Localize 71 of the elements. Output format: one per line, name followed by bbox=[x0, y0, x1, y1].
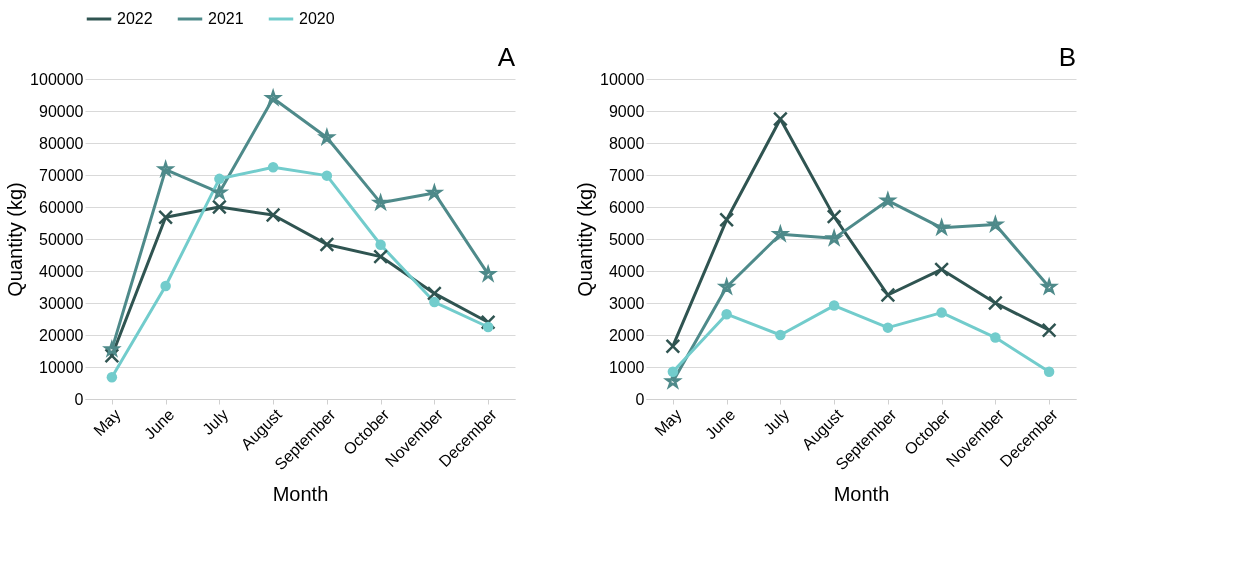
x-tick-label: July bbox=[760, 405, 793, 438]
y-tick-label: 40000 bbox=[39, 262, 84, 280]
chart-title: A bbox=[497, 42, 516, 72]
point bbox=[824, 228, 844, 247]
point bbox=[265, 207, 281, 223]
point bbox=[160, 280, 171, 292]
point bbox=[211, 199, 227, 215]
y-tick-label: 80000 bbox=[39, 134, 84, 152]
y-axis-title: Quantity (kg) bbox=[4, 182, 27, 297]
point bbox=[478, 264, 498, 283]
point bbox=[267, 162, 279, 173]
y-tick-label: 7000 bbox=[608, 166, 645, 184]
point bbox=[373, 249, 389, 265]
y-tick-label: 2000 bbox=[608, 326, 645, 344]
y-tick-label: 9000 bbox=[608, 102, 645, 120]
y-tick-label: 70000 bbox=[39, 166, 84, 184]
legend-label: 2022 bbox=[117, 10, 153, 27]
point bbox=[936, 307, 947, 318]
y-axis-title: Quantity (kg) bbox=[574, 182, 597, 297]
y-tick-label: 1000 bbox=[608, 358, 645, 376]
point bbox=[826, 209, 842, 225]
point bbox=[482, 321, 494, 333]
x-axis-title: Month bbox=[833, 483, 890, 506]
chart-title: B bbox=[1058, 42, 1076, 72]
y-tick-label: 100000 bbox=[30, 70, 84, 88]
y-tick-label: 50000 bbox=[39, 230, 84, 248]
y-tick-label: 90000 bbox=[39, 102, 84, 120]
point bbox=[772, 111, 788, 127]
point bbox=[106, 372, 118, 383]
legend-label: 2021 bbox=[208, 10, 244, 27]
point bbox=[990, 332, 1001, 343]
point bbox=[1043, 366, 1055, 378]
y-tick-label: 6000 bbox=[608, 198, 645, 216]
point bbox=[719, 212, 735, 228]
point bbox=[263, 88, 283, 107]
point bbox=[375, 239, 386, 250]
point bbox=[882, 322, 894, 333]
point bbox=[319, 236, 335, 253]
y-tick-label: 60000 bbox=[39, 198, 84, 216]
point bbox=[665, 338, 681, 354]
point bbox=[721, 308, 732, 320]
y-tick-label: 4000 bbox=[608, 262, 645, 280]
y-tick-label: 0 bbox=[74, 390, 84, 408]
y-tick-label: 20000 bbox=[39, 326, 84, 344]
y-tick-label: 5000 bbox=[608, 230, 645, 248]
y-tick-label: 3000 bbox=[608, 294, 645, 312]
point bbox=[429, 296, 440, 308]
point bbox=[880, 287, 896, 303]
x-tick-label: July bbox=[199, 405, 232, 438]
point bbox=[775, 329, 786, 341]
point bbox=[480, 314, 496, 330]
point bbox=[102, 339, 122, 358]
y-tick-label: 0 bbox=[635, 390, 645, 408]
x-tick-label: May bbox=[651, 405, 685, 440]
y-tick-label: 10000 bbox=[39, 358, 84, 376]
point bbox=[1041, 322, 1057, 338]
point bbox=[934, 261, 950, 277]
x-axis-title: Month bbox=[272, 483, 329, 506]
point bbox=[987, 295, 1003, 311]
point bbox=[667, 366, 679, 378]
legend-label: 2020 bbox=[299, 10, 335, 27]
point bbox=[321, 170, 333, 181]
y-tick-label: 8000 bbox=[608, 134, 645, 152]
point bbox=[158, 209, 174, 225]
point bbox=[317, 127, 337, 146]
y-tick-label: 30000 bbox=[39, 294, 84, 312]
y-tick-label: 10000 bbox=[600, 70, 645, 88]
x-tick-label: May bbox=[90, 405, 124, 440]
point bbox=[828, 300, 840, 311]
point bbox=[214, 173, 225, 185]
point bbox=[426, 285, 442, 301]
